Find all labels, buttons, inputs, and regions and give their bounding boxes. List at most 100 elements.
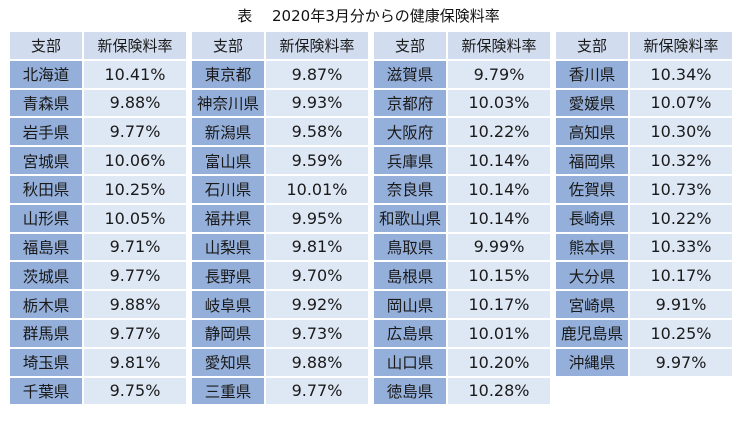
- table-row: 山口県 10.20%: [374, 348, 550, 376]
- branch-name: 兵庫県: [374, 147, 446, 174]
- branch-name: 沖縄県: [556, 348, 628, 376]
- branch-name: 群馬県: [10, 319, 82, 347]
- insurance-rate: 10.06%: [84, 147, 186, 174]
- branch-name: 東京都: [192, 60, 264, 88]
- table-row: 長野県 9.70%: [192, 262, 368, 290]
- table-row: 富山県 9.59%: [192, 147, 368, 174]
- header-branch: 支部: [192, 32, 264, 59]
- branch-name: 奈良県: [374, 175, 446, 203]
- branch-name: 静岡県: [192, 319, 264, 347]
- table-row: 愛媛県 10.07%: [556, 89, 732, 117]
- branch-name: 新潟県: [192, 118, 264, 146]
- branch-name: 青森県: [10, 89, 82, 117]
- insurance-rate: 9.70%: [266, 262, 368, 290]
- insurance-rate: 10.03%: [448, 89, 550, 117]
- branch-name: 福岡県: [556, 147, 628, 174]
- insurance-rate: 10.22%: [448, 118, 550, 146]
- table-row: 島根県 10.15%: [374, 262, 550, 290]
- rate-tables: 支部 新保険料率 北海道 10.41% 青森県 9.88% 岩手県 9.77% 宮城県 10.06…: [8, 30, 734, 406]
- insurance-rate: 9.88%: [84, 291, 186, 318]
- header-branch: 支部: [374, 32, 446, 59]
- insurance-rate: 10.22%: [630, 204, 732, 232]
- insurance-rate: 9.73%: [266, 319, 368, 347]
- branch-name: 山口県: [374, 348, 446, 376]
- table-row: 佐賀県 10.73%: [556, 175, 732, 203]
- table-row: [556, 378, 732, 405]
- header-row: 支部 新保険料率: [10, 32, 186, 59]
- branch-name: 京都府: [374, 89, 446, 117]
- insurance-rate: 10.14%: [448, 204, 550, 232]
- table-row: 香川県 10.34%: [556, 60, 732, 88]
- insurance-rate: 10.01%: [448, 319, 550, 347]
- branch-name: 熊本県: [556, 233, 628, 261]
- insurance-rate: 9.88%: [84, 89, 186, 117]
- insurance-rate: 9.92%: [266, 291, 368, 318]
- table-row: 青森県 9.88%: [10, 89, 186, 117]
- insurance-rate: 10.20%: [448, 348, 550, 376]
- table-row: 山形県 10.05%: [10, 204, 186, 232]
- table-row: 熊本県 10.33%: [556, 233, 732, 261]
- insurance-rate: 9.75%: [84, 377, 186, 405]
- table-row: 京都府 10.03%: [374, 89, 550, 117]
- table-row: 沖縄県 9.97%: [556, 348, 732, 376]
- branch-name: 山形県: [10, 204, 82, 232]
- header-rate: 新保険料率: [448, 32, 550, 59]
- table-row: 高知県 10.30%: [556, 118, 732, 146]
- header-row: 支部 新保険料率: [374, 32, 550, 59]
- table-row: 福井県 9.95%: [192, 204, 368, 232]
- header-rate: 新保険料率: [84, 32, 186, 59]
- insurance-rate: 9.77%: [84, 262, 186, 290]
- branch-name: 大分県: [556, 262, 628, 290]
- table-row: 兵庫県 10.14%: [374, 147, 550, 174]
- insurance-rate: 10.33%: [630, 233, 732, 261]
- insurance-rate: 9.95%: [266, 204, 368, 232]
- table-title: 表 2020年3月分からの健康保険料率: [237, 7, 500, 25]
- branch-name: 長野県: [192, 262, 264, 290]
- header-rate: 新保険料率: [266, 32, 368, 59]
- insurance-rate: 10.07%: [630, 89, 732, 117]
- insurance-rate: 10.17%: [630, 262, 732, 290]
- insurance-rate: 10.28%: [448, 377, 550, 405]
- branch-name: 高知県: [556, 118, 628, 146]
- table-row: 鹿児島県 10.25%: [556, 319, 732, 347]
- branch-name: 大阪府: [374, 118, 446, 146]
- table-row: 栃木県 9.88%: [10, 291, 186, 318]
- branch-name: 広島県: [374, 319, 446, 347]
- table-row: 埼玉県 9.81%: [10, 348, 186, 376]
- insurance-rate: 10.25%: [630, 319, 732, 347]
- rate-table-block: 支部 新保険料率 滋賀県 9.79% 京都府 10.03% 大阪府 10.22% 兵庫県 10.1…: [372, 30, 552, 406]
- branch-name: 愛知県: [192, 348, 264, 376]
- table-row: 岩手県 9.77%: [10, 118, 186, 146]
- branch-name: 栃木県: [10, 291, 82, 318]
- rate-table-block: 支部 新保険料率 香川県 10.34% 愛媛県 10.07% 高知県 10.30% 福岡県 10.…: [554, 30, 734, 406]
- insurance-rate: 10.41%: [84, 60, 186, 88]
- insurance-rate: 9.97%: [630, 348, 732, 376]
- table-row: 長崎県 10.22%: [556, 204, 732, 232]
- insurance-rate: 10.25%: [84, 175, 186, 203]
- table-row: 岡山県 10.17%: [374, 291, 550, 318]
- table-row: 新潟県 9.58%: [192, 118, 368, 146]
- branch-name: 神奈川県: [192, 89, 264, 117]
- table-row: 山梨県 9.81%: [192, 233, 368, 261]
- insurance-rate: 10.32%: [630, 147, 732, 174]
- insurance-rate: 10.17%: [448, 291, 550, 318]
- branch-name: 秋田県: [10, 175, 82, 203]
- table-row: 大分県 10.17%: [556, 262, 732, 290]
- insurance-rate: 10.01%: [266, 175, 368, 203]
- insurance-rate: 10.14%: [448, 175, 550, 203]
- insurance-rate: 10.14%: [448, 147, 550, 174]
- table-row: 宮城県 10.06%: [10, 147, 186, 174]
- insurance-rate: 9.77%: [84, 319, 186, 347]
- insurance-rate: 9.81%: [84, 348, 186, 376]
- header-branch: 支部: [10, 32, 82, 59]
- branch-name: 岐阜県: [192, 291, 264, 318]
- branch-name: 徳島県: [374, 377, 446, 405]
- branch-name: 鹿児島県: [556, 319, 628, 347]
- table-row: 広島県 10.01%: [374, 319, 550, 347]
- insurance-rate: 9.58%: [266, 118, 368, 146]
- insurance-rate: 9.81%: [266, 233, 368, 261]
- table-row: 大阪府 10.22%: [374, 118, 550, 146]
- table-row: 福岡県 10.32%: [556, 147, 732, 174]
- branch-name: 岡山県: [374, 291, 446, 318]
- table-row: 神奈川県 9.93%: [192, 89, 368, 117]
